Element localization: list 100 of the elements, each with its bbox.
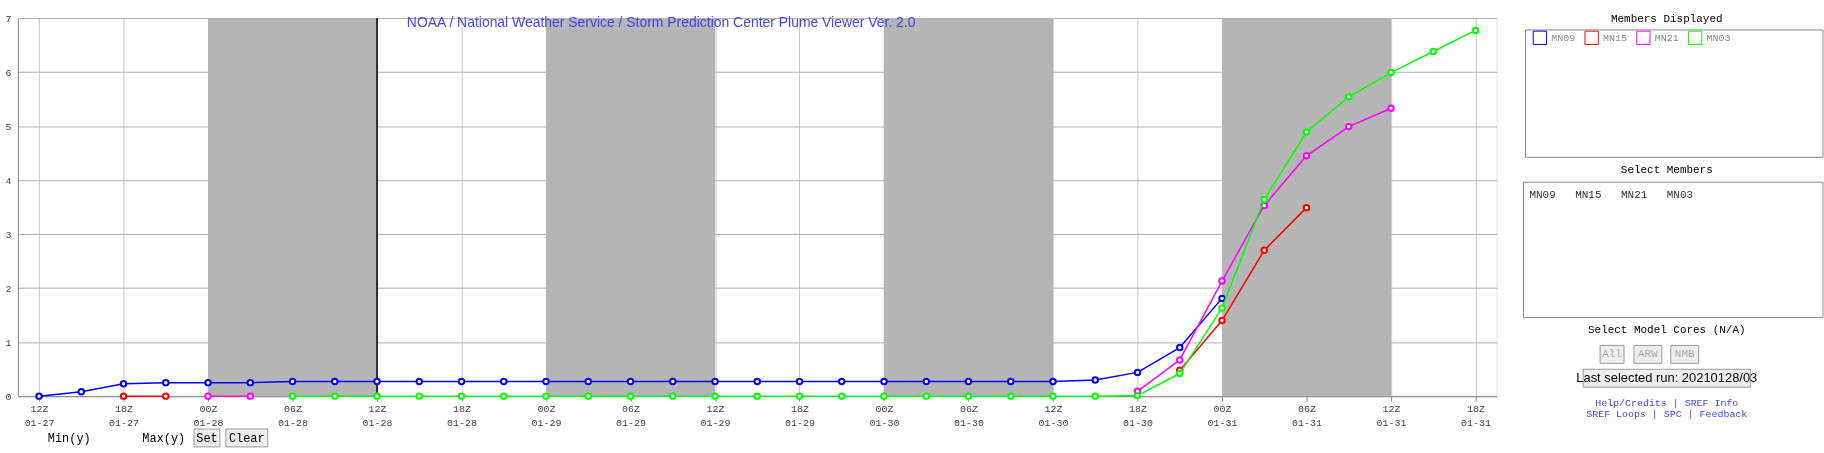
point (1007, 392, 1015, 400)
point (1007, 377, 1015, 386)
x-tick-label: 00Z 01-29 (531, 403, 562, 430)
point (1218, 316, 1226, 325)
text: ARW (1638, 348, 1659, 361)
point (669, 377, 677, 386)
text: Max(y) (142, 431, 186, 446)
y-tick-label: 6 (5, 67, 12, 79)
text: Min(y) (47, 431, 91, 446)
point (246, 392, 254, 400)
point (415, 377, 423, 386)
legend-title: Members Displayed (1610, 13, 1723, 25)
point (162, 392, 170, 400)
point (922, 392, 930, 400)
point (964, 377, 973, 386)
point (838, 377, 846, 386)
point (1049, 392, 1057, 400)
text: Set (196, 431, 218, 446)
point (838, 392, 846, 400)
text: MN21 (1621, 189, 1648, 202)
point (711, 377, 719, 386)
point (584, 392, 592, 400)
x-tick-label: 18Z 01-27 (109, 403, 139, 430)
point (373, 377, 381, 386)
text: Help/Credits | SREF Info (1595, 398, 1739, 410)
text: MN15 (1575, 189, 1602, 202)
point (880, 377, 888, 386)
point (1176, 369, 1184, 378)
text: MN03 (1666, 189, 1694, 202)
y-tick-label: 4 (5, 175, 12, 187)
x-tick-label: 00Z 01-30 (869, 403, 900, 430)
x-tick-label: 06Z 01-29 (616, 403, 646, 430)
point (669, 392, 677, 400)
point (1218, 304, 1226, 312)
point (1471, 26, 1480, 35)
text: Last selected run: 20210128/03 (1576, 370, 1758, 386)
point (457, 392, 466, 400)
x-tick-label: 18Z 01-31 (1461, 403, 1491, 430)
point (331, 377, 339, 386)
point (1091, 392, 1099, 400)
text: NMB (1674, 348, 1695, 361)
text: SREF Loops | SPC | Feedback (1586, 409, 1748, 421)
point (204, 392, 212, 400)
x-tick-label: 18Z 01-29 (785, 403, 815, 430)
text: Clear (228, 431, 265, 446)
x-tick-label: 00Z 01-28 (193, 403, 224, 430)
point (1176, 356, 1184, 364)
x-tick-label: 18Z 01-30 (1123, 403, 1153, 430)
point (500, 377, 508, 386)
point (119, 392, 128, 400)
point (1302, 128, 1311, 136)
point (204, 378, 212, 387)
point (288, 377, 297, 386)
y-tick-label: 5 (5, 121, 12, 133)
point (1345, 122, 1353, 131)
point (1302, 152, 1311, 160)
point (1218, 277, 1226, 285)
point (457, 377, 466, 386)
x-tick-label: 12Z 01-31 (1376, 403, 1407, 430)
point (795, 392, 804, 400)
y-tick-label: 0 (5, 391, 12, 403)
point (964, 392, 973, 400)
point (415, 392, 423, 400)
text: All (1602, 348, 1622, 361)
point (711, 392, 719, 400)
x-tick-label: 06Z 01-28 (278, 403, 308, 430)
point (35, 392, 43, 400)
point (795, 377, 804, 386)
point (1133, 391, 1142, 400)
point (626, 377, 635, 386)
point (1049, 377, 1057, 386)
point (119, 380, 128, 388)
point (77, 388, 86, 396)
x-tick-label: 12Z 01-30 (1038, 403, 1069, 430)
point (1387, 104, 1395, 112)
point (246, 378, 254, 387)
point (1345, 93, 1353, 101)
point (753, 392, 761, 400)
point (373, 392, 381, 400)
point (542, 392, 550, 400)
point (880, 392, 888, 400)
y-tick-label: 7 (5, 13, 12, 25)
point (1260, 246, 1268, 255)
point (1176, 343, 1184, 352)
y-tick-label: 2 (5, 283, 12, 295)
x-tick-label: 18Z 01-28 (447, 403, 477, 430)
point (626, 392, 635, 400)
text: Select Members (1620, 164, 1713, 177)
legend-label: MN15 (1603, 32, 1627, 44)
point (922, 377, 930, 386)
x-tick-label: 06Z 01-31 (1292, 403, 1322, 430)
point (753, 377, 761, 386)
x-tick-label: 06Z 01-30 (954, 403, 984, 430)
point (584, 377, 592, 386)
text: MN09 (1529, 189, 1556, 202)
point (1133, 368, 1142, 377)
legend-label: MN09 (1551, 32, 1576, 44)
point (331, 392, 339, 400)
x-tick-label: 12Z 01-27 (24, 403, 55, 430)
x-tick-label: 12Z 01-29 (700, 403, 731, 430)
